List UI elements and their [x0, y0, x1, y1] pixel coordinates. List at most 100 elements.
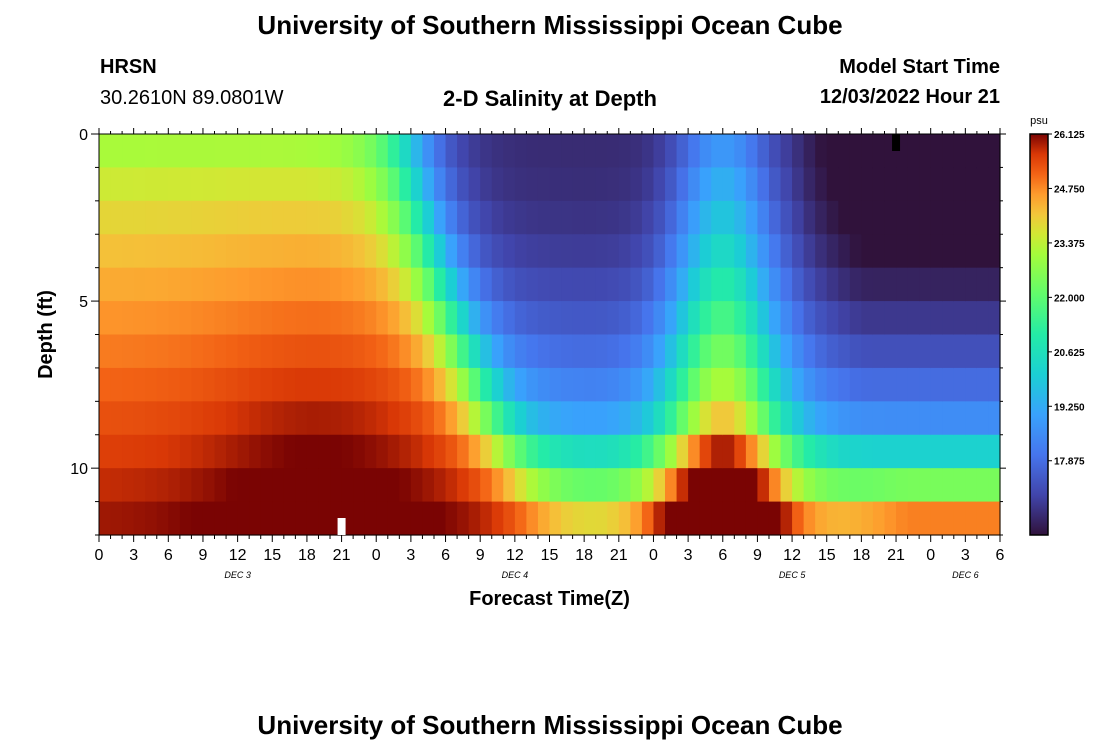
heatmap-cell [110, 334, 123, 369]
heatmap-cell [433, 134, 447, 169]
heatmap-cell [341, 334, 354, 369]
heatmap-cell [630, 434, 643, 469]
heatmap-cell [399, 200, 412, 235]
heatmap-cell [838, 267, 851, 302]
heatmap-cell [99, 134, 112, 169]
heatmap-cell [549, 200, 562, 235]
heatmap-cell [919, 401, 932, 436]
heatmap-cell [953, 267, 966, 302]
heatmap-cell [364, 468, 377, 503]
heatmap-cell [976, 434, 990, 469]
heatmap-cell [965, 367, 978, 402]
heatmap-cell [330, 301, 343, 336]
heatmap-cell [676, 134, 689, 169]
heatmap-cell [514, 301, 527, 336]
page-title: University of Southern Mississippi Ocean… [257, 10, 843, 40]
heatmap-cell [826, 468, 839, 503]
station-name: HRSN [100, 56, 157, 78]
heatmap-cell [919, 301, 932, 336]
heatmap-cell [711, 367, 724, 402]
heatmap-cell [341, 200, 354, 235]
heatmap-cell [272, 367, 285, 402]
heatmap-cell [665, 167, 678, 202]
heatmap-cell [942, 167, 955, 202]
heatmap-cell [283, 267, 296, 302]
heatmap-cell [318, 234, 331, 269]
heatmap-cell [872, 434, 886, 469]
x-tick-label: 21 [333, 547, 351, 564]
heatmap-cell [249, 134, 262, 169]
heatmap-cell [988, 401, 1001, 436]
heatmap-cell [630, 334, 643, 369]
heatmap-cell [803, 267, 816, 302]
heatmap-cell [191, 334, 204, 369]
heatmap-cell [99, 367, 112, 402]
heatmap-cell [202, 468, 216, 503]
heatmap-cell [272, 334, 285, 369]
heatmap-cell [110, 267, 123, 302]
heatmap-cell [330, 367, 343, 402]
heatmap-cell [283, 468, 296, 503]
heatmap-cell [572, 468, 585, 503]
heatmap-cell [676, 200, 689, 235]
heatmap-cell [341, 134, 354, 169]
heatmap-cell [722, 200, 735, 235]
heatmap-cell [156, 334, 169, 369]
heatmap-cell [803, 367, 816, 402]
heatmap-cell [283, 434, 296, 469]
heatmap-cell [191, 134, 204, 169]
heatmap-cell [653, 267, 666, 302]
heatmap-cell [133, 134, 146, 169]
heatmap-cell [561, 367, 574, 402]
heatmap-cell [826, 234, 839, 269]
heatmap-cell [665, 301, 678, 336]
heatmap-cell [364, 367, 377, 402]
heatmap-cell [295, 434, 308, 469]
heatmap-cell [283, 234, 296, 269]
heatmap-cell [457, 134, 470, 169]
heatmap-cell [526, 334, 539, 369]
heatmap-cell [988, 134, 1001, 169]
x-tick-label: 6 [441, 547, 450, 564]
heatmap-cell [410, 434, 424, 469]
heatmap-cell [988, 234, 1001, 269]
heatmap-cell [514, 167, 527, 202]
heatmap-cell [815, 234, 828, 269]
heatmap-cell [757, 434, 770, 469]
heatmap-cell [861, 401, 874, 436]
heatmap-cell [907, 434, 920, 469]
heatmap-cell [988, 468, 1001, 503]
heatmap-cell [930, 401, 943, 436]
time-marker [892, 134, 901, 151]
heatmap-cell [468, 468, 481, 503]
heatmap-cell [122, 267, 135, 302]
heatmap-cell [734, 234, 747, 269]
heatmap-cell [364, 200, 377, 235]
heatmap-cell [202, 267, 216, 302]
heatmap-cell [491, 401, 504, 436]
heatmap-cell [641, 367, 655, 402]
heatmap-cell [780, 234, 793, 269]
heatmap-cell [376, 267, 389, 302]
heatmap-cell [965, 167, 978, 202]
heatmap-cell [872, 267, 886, 302]
heatmap-cell [607, 167, 620, 202]
heatmap-cell [480, 200, 493, 235]
heatmap-cell [919, 234, 932, 269]
heatmap-cell [607, 334, 620, 369]
heatmap-cell [838, 401, 851, 436]
heatmap-cell [433, 401, 447, 436]
heatmap-cell [422, 401, 435, 436]
heatmap-cell [480, 501, 493, 536]
heatmap-cell [757, 234, 770, 269]
x-tick-label: 3 [406, 547, 415, 564]
heatmap-cell [399, 401, 412, 436]
heatmap-cell [861, 301, 874, 336]
heatmap-cell [641, 134, 655, 169]
x-tick-label: 3 [129, 547, 138, 564]
colorbar-tick-label: 17.875 [1054, 457, 1085, 468]
heatmap-cell [491, 334, 504, 369]
heatmap-cell [768, 501, 782, 536]
heatmap-cell [480, 167, 493, 202]
heatmap-cell [249, 367, 262, 402]
